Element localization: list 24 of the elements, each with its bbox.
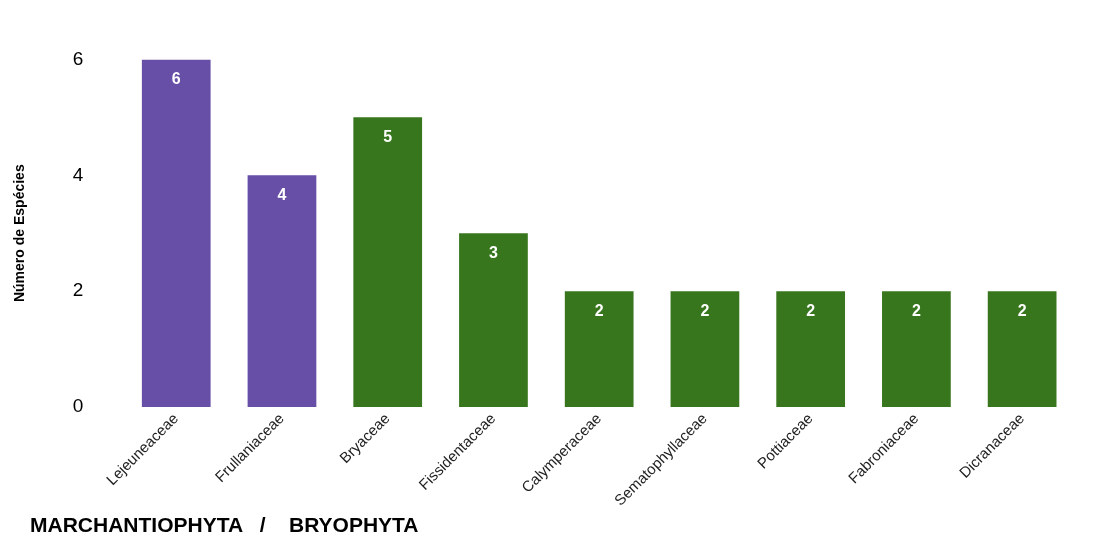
y-tick-label: 0 bbox=[72, 395, 84, 417]
bar bbox=[459, 233, 528, 408]
data-label: 4 bbox=[277, 185, 287, 203]
bar bbox=[776, 291, 846, 408]
data-label: 2 bbox=[594, 301, 604, 319]
data-label: 3 bbox=[488, 243, 498, 261]
y-axis-title: Número de Espécies bbox=[11, 164, 28, 303]
y-tick-label: 2 bbox=[72, 279, 84, 301]
text: MARCHANTIOPHYTA / BRYOPHYTA bbox=[30, 513, 420, 537]
y-tick-label: 4 bbox=[72, 163, 84, 185]
bar bbox=[564, 291, 634, 408]
data-label: 6 bbox=[171, 69, 181, 87]
bar bbox=[247, 175, 317, 408]
bar bbox=[987, 291, 1057, 408]
data-label: 2 bbox=[911, 301, 921, 319]
bar bbox=[882, 291, 951, 408]
data-label: 2 bbox=[700, 301, 710, 319]
bar bbox=[141, 59, 211, 408]
y-tick-label: 6 bbox=[72, 47, 84, 69]
data-label: 2 bbox=[806, 301, 816, 319]
data-label: 2 bbox=[1017, 301, 1027, 319]
bar bbox=[670, 291, 740, 408]
bar bbox=[353, 117, 423, 408]
data-label: 5 bbox=[383, 127, 393, 145]
